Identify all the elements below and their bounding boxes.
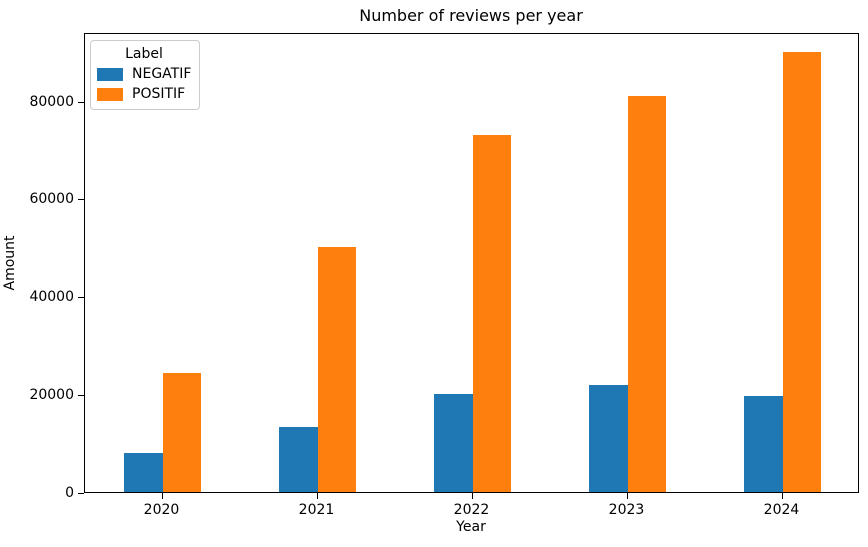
y-tick-mark (78, 297, 84, 299)
legend: Label NEGATIF POSITIF (90, 40, 200, 110)
bar-negatif-2024 (743, 395, 783, 492)
x-tick-label: 2021 (298, 502, 335, 518)
bar-negatif-2022 (433, 394, 473, 492)
bar-positif-2020 (162, 372, 202, 492)
legend-entry-negatif: NEGATIF (97, 66, 191, 82)
y-tick-label: 40000 (29, 289, 74, 306)
negatif-color-swatch (97, 67, 123, 81)
y-tick-label: 60000 (29, 191, 74, 208)
bar-positif-2022 (472, 134, 512, 492)
bar-positif-2023 (627, 95, 667, 492)
bar-negatif-2023 (588, 384, 628, 492)
positif-color-swatch (97, 87, 123, 101)
bar-negatif-2021 (278, 427, 318, 492)
bar-positif-2021 (317, 247, 357, 492)
y-tick-mark (78, 101, 84, 103)
x-tick-mark (161, 493, 163, 499)
y-tick-label: 0 (65, 485, 74, 501)
y-axis-label: Amount (2, 235, 18, 291)
bar-negatif-2020 (123, 452, 163, 492)
chart-title: Number of reviews per year (359, 6, 583, 25)
x-tick-label: 2024 (763, 502, 800, 518)
plot-area (84, 33, 859, 493)
y-tick-mark (78, 395, 84, 397)
x-tick-label: 2020 (143, 502, 180, 518)
x-tick-mark (781, 493, 783, 499)
x-tick-label: 2022 (453, 502, 490, 518)
y-tick-label: 20000 (29, 387, 74, 404)
legend-entry-label: POSITIF (132, 86, 186, 102)
x-axis-label: Year (456, 519, 486, 535)
legend-entry-positif: POSITIF (97, 86, 191, 102)
y-tick-label: 80000 (29, 93, 74, 110)
x-tick-mark (316, 493, 318, 499)
bar-positif-2024 (782, 52, 822, 492)
y-tick-mark (78, 493, 84, 494)
legend-entry-label: NEGATIF (132, 66, 192, 82)
x-tick-mark (626, 493, 628, 499)
x-tick-mark (471, 493, 473, 499)
x-tick-label: 2023 (608, 502, 645, 518)
legend-title: Label (125, 46, 163, 62)
y-tick-mark (78, 199, 84, 201)
